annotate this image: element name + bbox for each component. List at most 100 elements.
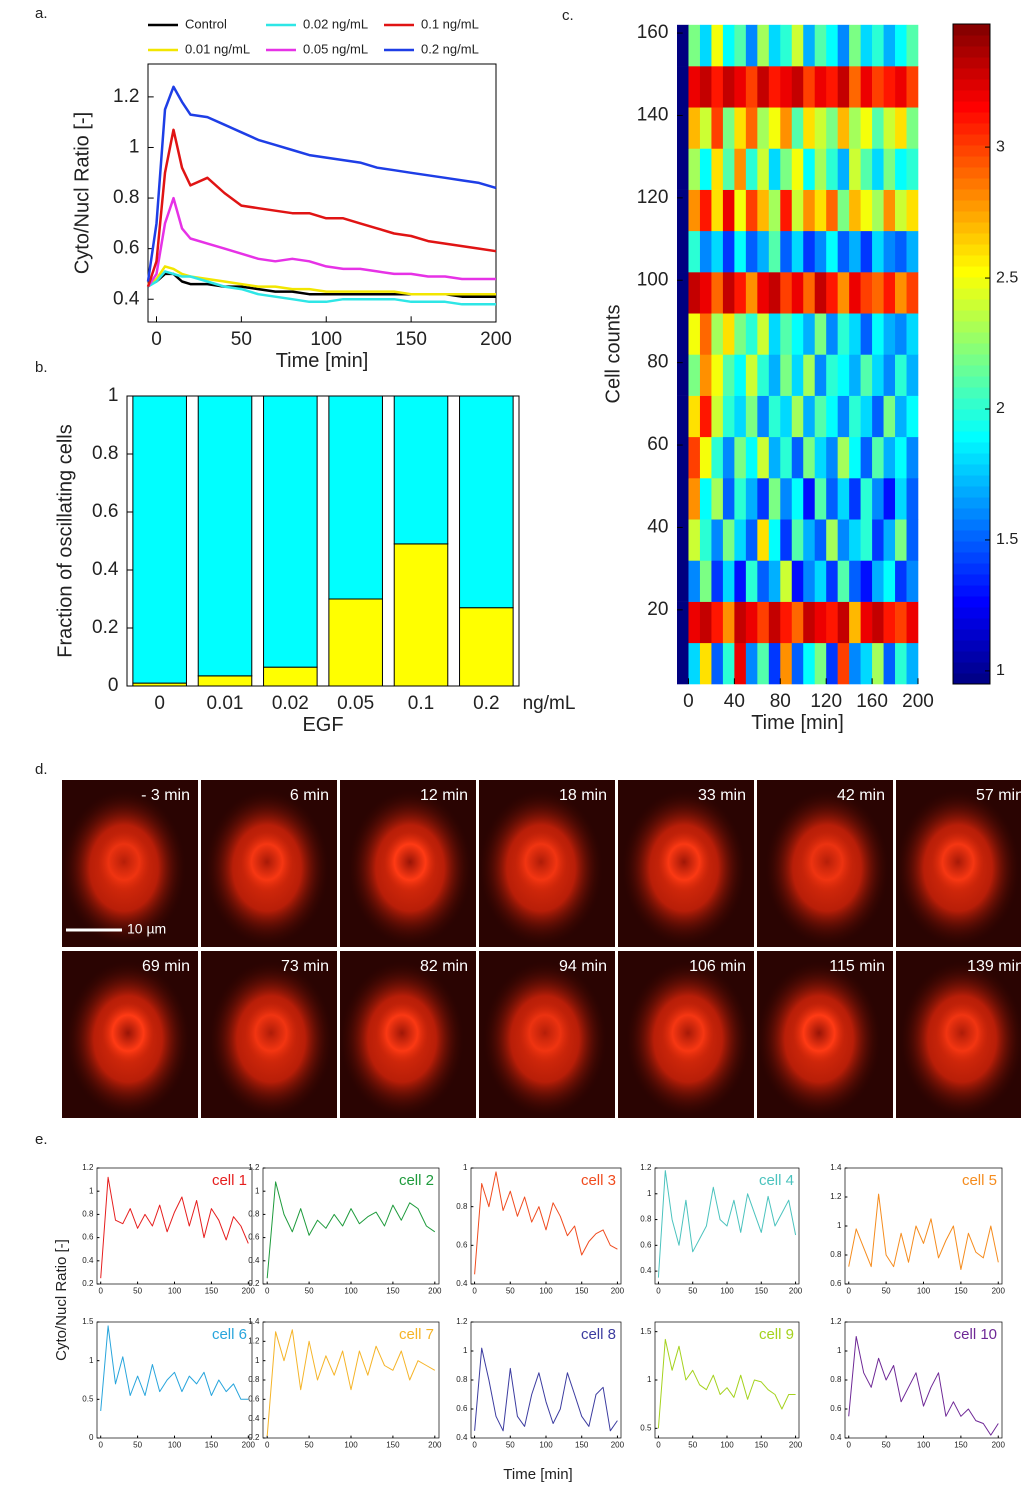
heatmap-cell — [872, 313, 884, 355]
heatmap-cell — [745, 66, 758, 108]
heatmap-cell — [791, 519, 804, 561]
heatmap-cell — [745, 230, 758, 273]
y-tick-label: 0.8 — [82, 1210, 94, 1219]
heatmap-cell — [757, 478, 770, 520]
colorbar-step — [953, 431, 990, 443]
y-tick-label: 100 — [637, 269, 669, 290]
colorbar-step — [953, 57, 990, 69]
heatmap-cell — [745, 478, 758, 520]
heatmap-cell — [677, 560, 689, 602]
heatmap-cell — [872, 148, 884, 190]
heatmap-cell — [768, 24, 781, 67]
colorbar-step — [953, 354, 990, 366]
bar-segment — [197, 395, 253, 677]
x-tick-label: 100 — [168, 1287, 182, 1296]
x-tick-label: 200 — [789, 1441, 803, 1450]
series-line — [657, 1338, 796, 1429]
heatmap-cell — [883, 395, 896, 438]
heatmap-cell — [745, 560, 758, 602]
x-tick-label: 150 — [395, 329, 427, 350]
heatmap-cell — [791, 395, 804, 438]
heatmap-cell — [883, 436, 896, 479]
heatmap-cell — [757, 560, 770, 602]
heatmap-cell — [711, 395, 724, 438]
y-axis-label: Cell counts — [603, 305, 625, 404]
heatmap-cell — [814, 148, 827, 190]
colorbar-step — [953, 585, 990, 597]
heatmap-cell — [814, 24, 827, 67]
heatmap-cell — [780, 478, 793, 520]
y-tick-label: 0.8 — [456, 1202, 468, 1211]
colorbar-step — [953, 189, 990, 201]
heatmap-cell — [780, 189, 793, 232]
heatmap-cell — [757, 189, 770, 232]
heatmap-cell — [895, 24, 907, 67]
heatmap-cell — [895, 601, 907, 644]
y-tick-label: 1.2 — [82, 1163, 94, 1172]
image-frame — [201, 951, 337, 1118]
colorbar-step — [953, 343, 990, 355]
y-axis-label: Cyto/Nucl Ratio [-] — [72, 112, 94, 274]
colorbar-step — [953, 574, 990, 586]
y-tick-label: 1.4 — [830, 1163, 842, 1172]
heatmap-cell — [872, 436, 884, 479]
heatmap-cell — [699, 519, 712, 561]
chart-title: cell 1 — [212, 1172, 247, 1189]
heatmap-cell — [768, 601, 781, 644]
y-tick-label: 80 — [647, 352, 668, 373]
heatmap-cell — [722, 148, 735, 190]
heatmap-cell — [826, 354, 838, 396]
heatmap-cell — [711, 24, 724, 67]
heatmap-cell — [780, 66, 793, 108]
y-tick-label: 0.2 — [248, 1433, 260, 1442]
colorbar-step — [953, 244, 990, 256]
y-tick-label: 60 — [647, 434, 668, 455]
frame-time: 73 min — [281, 958, 329, 975]
heatmap-cell — [860, 148, 873, 190]
heatmap-cell — [837, 395, 850, 438]
heatmap-cell — [791, 66, 804, 108]
heatmap-cell — [677, 272, 689, 314]
x-tick-label: 50 — [882, 1287, 891, 1296]
heatmap-cell — [699, 642, 712, 685]
heatmap-cell — [711, 478, 724, 520]
x-tick-label: 120 — [810, 691, 842, 712]
colorbar-step — [953, 35, 990, 47]
heatmap-cell — [906, 148, 919, 190]
heatmap-cell — [895, 272, 907, 314]
x-tick-label: 50 — [231, 329, 252, 350]
heatmap-cell — [849, 230, 861, 273]
heatmap-cell — [688, 354, 701, 396]
heatmap-cell — [677, 642, 689, 685]
colorbar-tick-label: 3 — [996, 138, 1005, 155]
heatmap-cell — [814, 395, 827, 438]
frame-time: 42 min — [837, 787, 885, 804]
heatmap-cell — [883, 478, 896, 520]
series-line — [146, 128, 497, 287]
heatmap-cell — [837, 560, 850, 602]
heatmap-cell — [895, 107, 907, 149]
heatmap-cell — [895, 436, 907, 479]
series-line — [146, 85, 497, 282]
y-tick-label: 1 — [89, 1186, 94, 1195]
y-tick-label: 0.5 — [82, 1394, 94, 1403]
y-tick-label: 1 — [837, 1346, 842, 1355]
colorbar-step — [953, 156, 990, 168]
heatmap-cell — [803, 148, 816, 190]
image-frame — [618, 951, 754, 1118]
heatmap-cell — [688, 189, 701, 232]
x-tick-label: 0 — [847, 1441, 852, 1450]
heatmap-cell — [860, 189, 873, 232]
heatmap-cell — [872, 519, 884, 561]
heatmap-cell — [699, 395, 712, 438]
x-tick-label: 100 — [344, 1287, 358, 1296]
heatmap-cell — [814, 230, 827, 273]
bar-segment — [263, 666, 318, 687]
x-tick-label: 50 — [688, 1287, 697, 1296]
heatmap-cell — [826, 107, 838, 149]
heatmap-cell — [745, 313, 758, 355]
colorbar-step — [953, 277, 990, 289]
heatmap-cell — [849, 148, 861, 190]
x-tick-label: 0.2 — [473, 693, 499, 714]
